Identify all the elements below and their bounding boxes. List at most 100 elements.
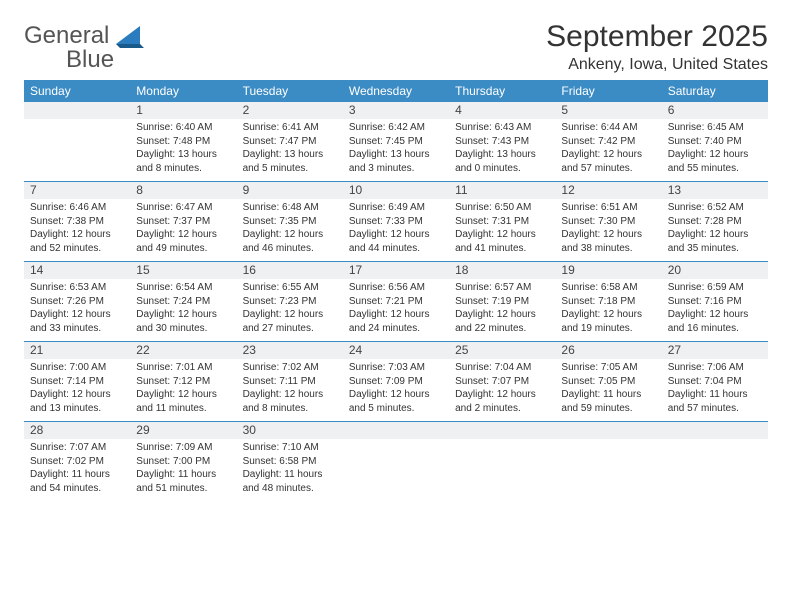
sunset-line: Sunset: 7:14 PM bbox=[30, 375, 124, 389]
day-cell: Sunrise: 7:00 AMSunset: 7:14 PMDaylight:… bbox=[24, 359, 130, 422]
day-cell: Sunrise: 6:50 AMSunset: 7:31 PMDaylight:… bbox=[449, 199, 555, 262]
calendar-header-row: SundayMondayTuesdayWednesdayThursdayFrid… bbox=[24, 80, 768, 102]
sunrise-line: Sunrise: 6:41 AM bbox=[243, 121, 337, 135]
content-row: Sunrise: 6:46 AMSunset: 7:38 PMDaylight:… bbox=[24, 199, 768, 262]
day-number: 14 bbox=[24, 262, 130, 280]
day-cell: Sunrise: 6:54 AMSunset: 7:24 PMDaylight:… bbox=[130, 279, 236, 342]
day-header: Sunday bbox=[24, 80, 130, 102]
day-number: 28 bbox=[24, 422, 130, 440]
day-number: 9 bbox=[237, 182, 343, 200]
day-cell: Sunrise: 6:42 AMSunset: 7:45 PMDaylight:… bbox=[343, 119, 449, 182]
sunset-line: Sunset: 7:47 PM bbox=[243, 135, 337, 149]
day-number: 15 bbox=[130, 262, 236, 280]
sunrise-line: Sunrise: 7:01 AM bbox=[136, 361, 230, 375]
daylight-line: Daylight: 11 hours and 54 minutes. bbox=[30, 468, 124, 495]
day-number: 1 bbox=[130, 102, 236, 119]
day-cell bbox=[449, 439, 555, 501]
sunset-line: Sunset: 7:40 PM bbox=[668, 135, 762, 149]
sunset-line: Sunset: 7:00 PM bbox=[136, 455, 230, 469]
day-number: 7 bbox=[24, 182, 130, 200]
day-cell: Sunrise: 6:52 AMSunset: 7:28 PMDaylight:… bbox=[662, 199, 768, 262]
daylight-line: Daylight: 12 hours and 38 minutes. bbox=[561, 228, 655, 255]
daylight-line: Daylight: 11 hours and 57 minutes. bbox=[668, 388, 762, 415]
day-cell: Sunrise: 7:06 AMSunset: 7:04 PMDaylight:… bbox=[662, 359, 768, 422]
day-cell: Sunrise: 6:55 AMSunset: 7:23 PMDaylight:… bbox=[237, 279, 343, 342]
sunset-line: Sunset: 7:19 PM bbox=[455, 295, 549, 309]
sunrise-line: Sunrise: 7:02 AM bbox=[243, 361, 337, 375]
day-number: 17 bbox=[343, 262, 449, 280]
daylight-line: Daylight: 12 hours and 16 minutes. bbox=[668, 308, 762, 335]
daylight-line: Daylight: 12 hours and 27 minutes. bbox=[243, 308, 337, 335]
day-header: Tuesday bbox=[237, 80, 343, 102]
sunrise-line: Sunrise: 7:06 AM bbox=[668, 361, 762, 375]
sunset-line: Sunset: 7:04 PM bbox=[668, 375, 762, 389]
daynum-row: 123456 bbox=[24, 102, 768, 119]
day-cell: Sunrise: 7:01 AMSunset: 7:12 PMDaylight:… bbox=[130, 359, 236, 422]
sunrise-line: Sunrise: 7:05 AM bbox=[561, 361, 655, 375]
daylight-line: Daylight: 12 hours and 30 minutes. bbox=[136, 308, 230, 335]
sunset-line: Sunset: 7:35 PM bbox=[243, 215, 337, 229]
day-number: 19 bbox=[555, 262, 661, 280]
day-cell: Sunrise: 6:51 AMSunset: 7:30 PMDaylight:… bbox=[555, 199, 661, 262]
daynum-row: 14151617181920 bbox=[24, 262, 768, 280]
day-cell: Sunrise: 7:07 AMSunset: 7:02 PMDaylight:… bbox=[24, 439, 130, 501]
daylight-line: Daylight: 12 hours and 46 minutes. bbox=[243, 228, 337, 255]
daylight-line: Daylight: 13 hours and 5 minutes. bbox=[243, 148, 337, 175]
sunrise-line: Sunrise: 6:59 AM bbox=[668, 281, 762, 295]
sunrise-line: Sunrise: 7:00 AM bbox=[30, 361, 124, 375]
daylight-line: Daylight: 11 hours and 48 minutes. bbox=[243, 468, 337, 495]
sunrise-line: Sunrise: 6:53 AM bbox=[30, 281, 124, 295]
daylight-line: Daylight: 12 hours and 5 minutes. bbox=[349, 388, 443, 415]
sunset-line: Sunset: 7:28 PM bbox=[668, 215, 762, 229]
day-number: 16 bbox=[237, 262, 343, 280]
sunset-line: Sunset: 7:23 PM bbox=[243, 295, 337, 309]
day-number: 5 bbox=[555, 102, 661, 119]
day-number: 25 bbox=[449, 342, 555, 360]
sunset-line: Sunset: 7:48 PM bbox=[136, 135, 230, 149]
daylight-line: Daylight: 12 hours and 49 minutes. bbox=[136, 228, 230, 255]
sunrise-line: Sunrise: 7:10 AM bbox=[243, 441, 337, 455]
day-cell: Sunrise: 6:45 AMSunset: 7:40 PMDaylight:… bbox=[662, 119, 768, 182]
day-number: 12 bbox=[555, 182, 661, 200]
logo-text-blue: Blue bbox=[66, 46, 114, 73]
sunset-line: Sunset: 7:12 PM bbox=[136, 375, 230, 389]
day-number: 13 bbox=[662, 182, 768, 200]
logo-triangle-icon bbox=[116, 26, 144, 48]
logo-text-general: General bbox=[24, 22, 109, 49]
day-cell: Sunrise: 7:02 AMSunset: 7:11 PMDaylight:… bbox=[237, 359, 343, 422]
day-number: 4 bbox=[449, 102, 555, 119]
day-cell: Sunrise: 6:46 AMSunset: 7:38 PMDaylight:… bbox=[24, 199, 130, 262]
daylight-line: Daylight: 12 hours and 2 minutes. bbox=[455, 388, 549, 415]
sunrise-line: Sunrise: 6:42 AM bbox=[349, 121, 443, 135]
sunrise-line: Sunrise: 6:47 AM bbox=[136, 201, 230, 215]
daylight-line: Daylight: 12 hours and 52 minutes. bbox=[30, 228, 124, 255]
day-cell: Sunrise: 7:03 AMSunset: 7:09 PMDaylight:… bbox=[343, 359, 449, 422]
day-number: 18 bbox=[449, 262, 555, 280]
day-cell: Sunrise: 6:59 AMSunset: 7:16 PMDaylight:… bbox=[662, 279, 768, 342]
daynum-row: 78910111213 bbox=[24, 182, 768, 200]
day-header: Saturday bbox=[662, 80, 768, 102]
day-number: 11 bbox=[449, 182, 555, 200]
day-header: Thursday bbox=[449, 80, 555, 102]
daylight-line: Daylight: 12 hours and 13 minutes. bbox=[30, 388, 124, 415]
sunrise-line: Sunrise: 7:09 AM bbox=[136, 441, 230, 455]
daylight-line: Daylight: 12 hours and 55 minutes. bbox=[668, 148, 762, 175]
day-number: 10 bbox=[343, 182, 449, 200]
sunrise-line: Sunrise: 7:07 AM bbox=[30, 441, 124, 455]
daylight-line: Daylight: 11 hours and 51 minutes. bbox=[136, 468, 230, 495]
daylight-line: Daylight: 13 hours and 8 minutes. bbox=[136, 148, 230, 175]
sunrise-line: Sunrise: 7:03 AM bbox=[349, 361, 443, 375]
sunset-line: Sunset: 7:21 PM bbox=[349, 295, 443, 309]
day-cell: Sunrise: 6:56 AMSunset: 7:21 PMDaylight:… bbox=[343, 279, 449, 342]
sunrise-line: Sunrise: 7:04 AM bbox=[455, 361, 549, 375]
content-row: Sunrise: 6:53 AMSunset: 7:26 PMDaylight:… bbox=[24, 279, 768, 342]
day-cell: Sunrise: 6:49 AMSunset: 7:33 PMDaylight:… bbox=[343, 199, 449, 262]
sunset-line: Sunset: 7:30 PM bbox=[561, 215, 655, 229]
day-cell: Sunrise: 7:09 AMSunset: 7:00 PMDaylight:… bbox=[130, 439, 236, 501]
sunrise-line: Sunrise: 6:58 AM bbox=[561, 281, 655, 295]
day-number: 26 bbox=[555, 342, 661, 360]
day-number: 2 bbox=[237, 102, 343, 119]
sunset-line: Sunset: 6:58 PM bbox=[243, 455, 337, 469]
sunset-line: Sunset: 7:18 PM bbox=[561, 295, 655, 309]
daylight-line: Daylight: 12 hours and 8 minutes. bbox=[243, 388, 337, 415]
